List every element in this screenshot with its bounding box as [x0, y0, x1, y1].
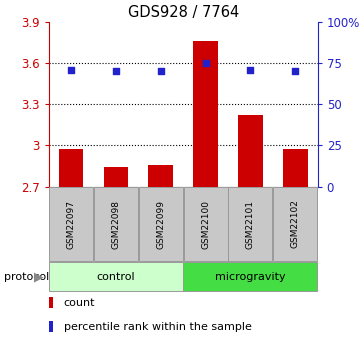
Point [248, 67, 253, 73]
Bar [238, 115, 263, 187]
Point [292, 68, 298, 73]
FancyBboxPatch shape [273, 187, 317, 261]
Bar [283, 149, 308, 187]
Bar [193, 41, 218, 187]
Text: percentile rank within the sample: percentile rank within the sample [64, 322, 251, 332]
Text: GSM22101: GSM22101 [246, 199, 255, 248]
FancyBboxPatch shape [94, 187, 138, 261]
Text: control: control [97, 272, 135, 282]
FancyBboxPatch shape [229, 187, 273, 261]
Bar [49, 297, 53, 308]
Text: GSM22098: GSM22098 [112, 199, 121, 248]
Bar [59, 149, 83, 187]
Text: count: count [64, 297, 95, 307]
Bar [49, 321, 53, 332]
Text: GSM22097: GSM22097 [67, 199, 76, 248]
Bar [148, 165, 173, 187]
Text: protocol: protocol [4, 272, 49, 282]
Point [113, 68, 119, 73]
Text: GSM22100: GSM22100 [201, 199, 210, 248]
FancyBboxPatch shape [49, 187, 93, 261]
Point [203, 60, 209, 66]
Point [158, 68, 164, 73]
Text: microgravity: microgravity [215, 272, 286, 282]
FancyBboxPatch shape [139, 187, 183, 261]
FancyBboxPatch shape [184, 187, 227, 261]
Text: ▶: ▶ [34, 270, 43, 283]
Text: GSM22102: GSM22102 [291, 200, 300, 248]
Point [68, 67, 74, 73]
Title: GDS928 / 7764: GDS928 / 7764 [127, 6, 239, 20]
FancyBboxPatch shape [49, 262, 183, 291]
Text: GSM22099: GSM22099 [156, 199, 165, 248]
Bar [104, 167, 128, 187]
FancyBboxPatch shape [183, 262, 317, 291]
